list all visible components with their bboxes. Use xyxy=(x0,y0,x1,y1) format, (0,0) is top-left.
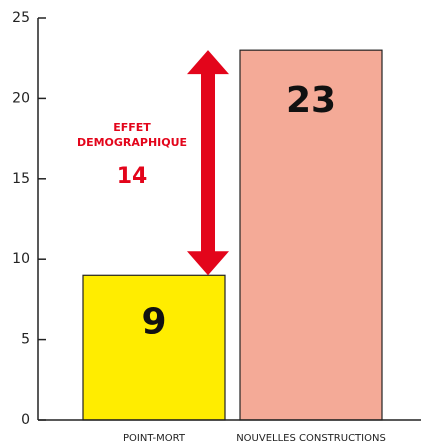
data-label: 9 xyxy=(141,301,166,342)
y-tick-label: 15 xyxy=(12,171,30,187)
annotation: EFFET xyxy=(113,121,151,134)
data-label: 23 xyxy=(286,80,336,121)
x-tick-label: POINT-MORT xyxy=(123,433,186,443)
y-tick-label: 20 xyxy=(12,90,30,106)
y-tick-label: 10 xyxy=(12,251,30,267)
y-tick-label: 0 xyxy=(21,412,30,428)
y-tick-label: 5 xyxy=(21,332,30,348)
x-tick-label: NOUVELLES CONSTRUCTIONS xyxy=(236,433,386,443)
difference-arrow xyxy=(187,50,229,276)
annotation-value: 14 xyxy=(117,164,148,189)
annotation: DEMOGRAPHIQUE xyxy=(77,136,187,149)
bar xyxy=(82,274,226,421)
y-tick-label: 25 xyxy=(12,10,30,26)
